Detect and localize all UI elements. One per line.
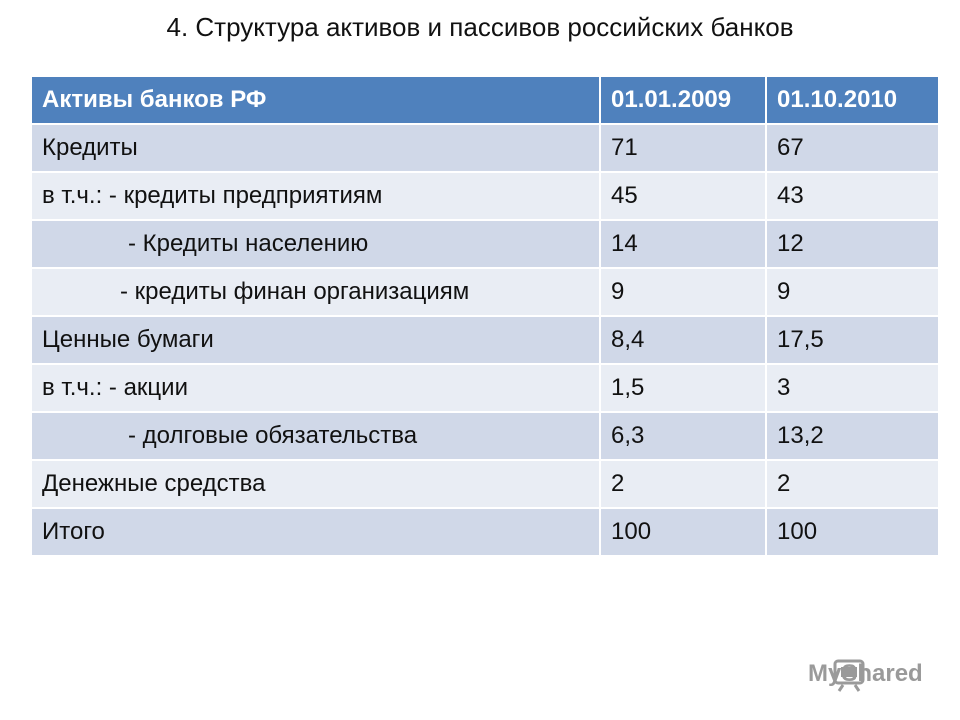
value-cell: 9	[765, 267, 940, 317]
value-cell: 8,4	[599, 315, 767, 365]
value-cell: 2	[765, 459, 940, 509]
table-row: - кредиты финан организациям 9 9	[30, 267, 940, 317]
slide-title: 4. Структура активов и пассивов российск…	[166, 12, 794, 42]
assets-table: Активы банков РФ 01.01.2009 01.10.2010 К…	[30, 75, 940, 557]
table-row: - долговые обязательства 6,3 13,2	[30, 411, 940, 461]
watermark-icon	[833, 659, 865, 692]
value-cell: 12	[765, 219, 940, 269]
table-row: Ценные бумаги 8,4 17,5	[30, 315, 940, 365]
row-label: - долговые обязательства	[30, 411, 601, 461]
table-row: в т.ч.: - акции 1,5 3	[30, 363, 940, 413]
table-body: Кредиты 71 67 в т.ч.: - кредиты предприятия…	[30, 123, 940, 557]
row-label: Денежные средства	[30, 459, 601, 509]
table-row: Итого 100 100	[30, 507, 940, 557]
row-label: Ценные бумаги	[30, 315, 601, 365]
value-cell: 100	[599, 507, 767, 557]
row-label: в т.ч.: - акции	[30, 363, 601, 413]
row-label: - кредиты финан организациям	[30, 267, 601, 317]
header-cell: Активы банков РФ	[30, 75, 601, 125]
value-cell: 45	[599, 171, 767, 221]
row-label: в т.ч.: - кредиты предприятиям	[30, 171, 601, 221]
header-cell: 01.10.2010	[765, 75, 940, 125]
row-label: Кредиты	[30, 123, 601, 173]
table-row: - Кредиты населению 14 12	[30, 219, 940, 269]
value-cell: 6,3	[599, 411, 767, 461]
header-cell: 01.01.2009	[599, 75, 767, 125]
table-row: Кредиты 71 67	[30, 123, 940, 173]
value-cell: 3	[765, 363, 940, 413]
value-cell: 1,5	[599, 363, 767, 413]
row-label: - Кредиты населению	[30, 219, 601, 269]
watermark-text: MyShared	[808, 660, 923, 687]
value-cell: 13,2	[765, 411, 940, 461]
value-cell: 2	[599, 459, 767, 509]
value-cell: 100	[765, 507, 940, 557]
table-row: Денежные средства 2 2	[30, 459, 940, 509]
row-label: Итого	[30, 507, 601, 557]
value-cell: 17,5	[765, 315, 940, 365]
value-cell: 67	[765, 123, 940, 173]
table-row: в т.ч.: - кредиты предприятиям 45 43	[30, 171, 940, 221]
value-cell: 71	[599, 123, 767, 173]
value-cell: 14	[599, 219, 767, 269]
value-cell: 43	[765, 171, 940, 221]
header-row: Активы банков РФ 01.01.2009 01.10.2010	[30, 75, 940, 125]
value-cell: 9	[599, 267, 767, 317]
